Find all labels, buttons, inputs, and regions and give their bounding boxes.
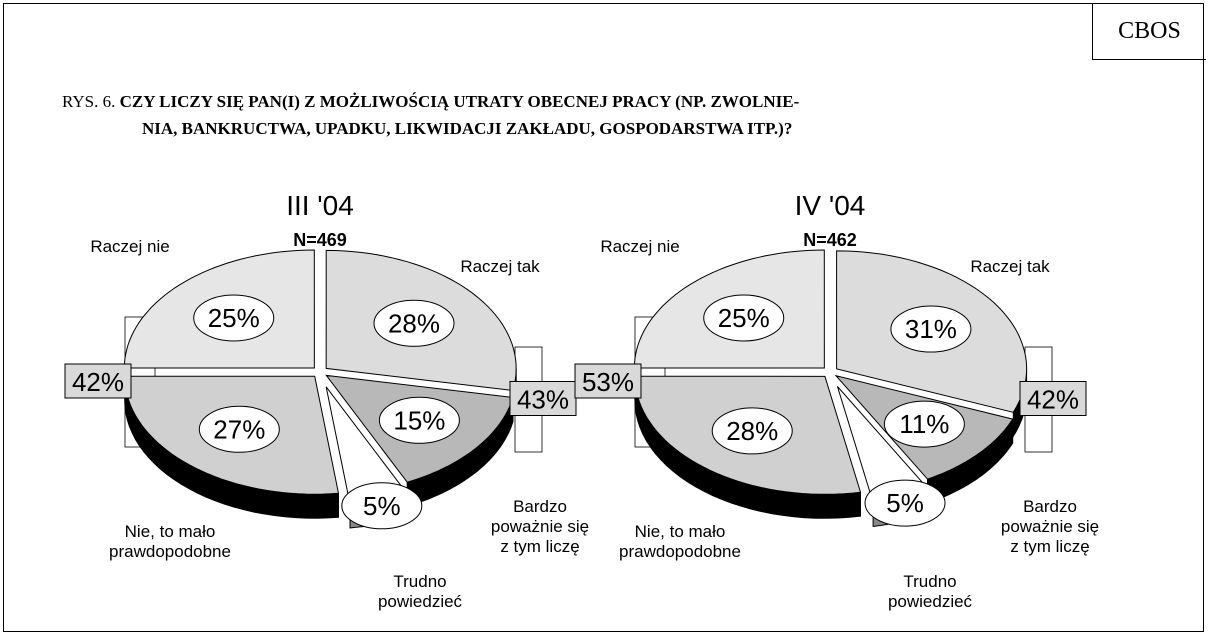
title-line: NIA, BANKRUCTWA, UPADKU, LIKWIDACJI ZAKŁ…	[142, 119, 792, 139]
title: NIA, BANKRUCTWA, UPADKU, LIKWIDACJI ZAKŁ…	[142, 119, 793, 138]
chart-subtitle: N=462	[803, 230, 857, 250]
value-label: 27%	[213, 414, 265, 444]
value-label-bg	[198, 405, 280, 453]
value-label-bg	[373, 299, 455, 347]
category-label: Bardzo poważnie się z tym liczę	[1000, 497, 1100, 556]
group-label: 42%	[72, 367, 124, 397]
value-label: 28%	[388, 308, 440, 338]
value-label-bg	[341, 482, 423, 530]
value-label-bg	[193, 294, 275, 342]
category-label: Raczej tak	[970, 257, 1050, 276]
value-label-bg	[883, 400, 965, 448]
value-label-bg	[703, 294, 785, 342]
frame	[3, 3, 1204, 632]
category-label: Trudno powiedzieć	[887, 572, 973, 611]
category-label: Bardzo poważnie się z tym liczę	[490, 497, 590, 556]
chart-subtitle: N=469	[293, 230, 347, 250]
group-label: 42%	[1027, 385, 1079, 415]
group-label: 43%	[517, 385, 569, 415]
value-label-bg	[890, 305, 972, 353]
group-label: 53%	[582, 367, 634, 397]
value-label-bg	[711, 407, 793, 455]
figure-label: RYS. 6.	[62, 92, 116, 111]
title: CZY LICZY SIĘ PAN(I) Z MOŻLIWOŚCIĄ UTRAT…	[119, 92, 800, 111]
value-label: 5%	[363, 491, 401, 521]
value-label: 25%	[208, 303, 260, 333]
value-label: 11%	[899, 409, 949, 439]
value-label: 5%	[886, 488, 924, 518]
value-label: 31%	[905, 314, 957, 344]
group-label-bg	[509, 381, 577, 416]
category-label: Raczej tak	[460, 257, 540, 276]
category-label: Raczej nie	[90, 237, 170, 256]
value-label-bg	[378, 396, 460, 444]
title-line: RYS. 6. CZY LICZY SIĘ PAN(I) Z MOŻLIWOŚC…	[62, 92, 799, 112]
group-label-bg	[574, 363, 642, 399]
group-label-bg	[64, 363, 132, 399]
chart-title: III '04	[286, 190, 354, 221]
category-label: Nie, to mało prawdopodobne	[619, 522, 741, 561]
chart-title: IV '04	[795, 190, 866, 221]
source: CBOS	[1092, 3, 1206, 60]
value-label: 15%	[393, 405, 445, 435]
category-label: Nie, to mało prawdopodobne	[109, 522, 231, 561]
value-label-bg	[864, 479, 946, 527]
category-label: Trudno powiedzieć	[377, 572, 463, 611]
value-label: 25%	[718, 303, 770, 333]
value-label: 28%	[726, 416, 778, 446]
group-label-bg	[1019, 381, 1087, 416]
category-label: Raczej nie	[600, 237, 680, 256]
